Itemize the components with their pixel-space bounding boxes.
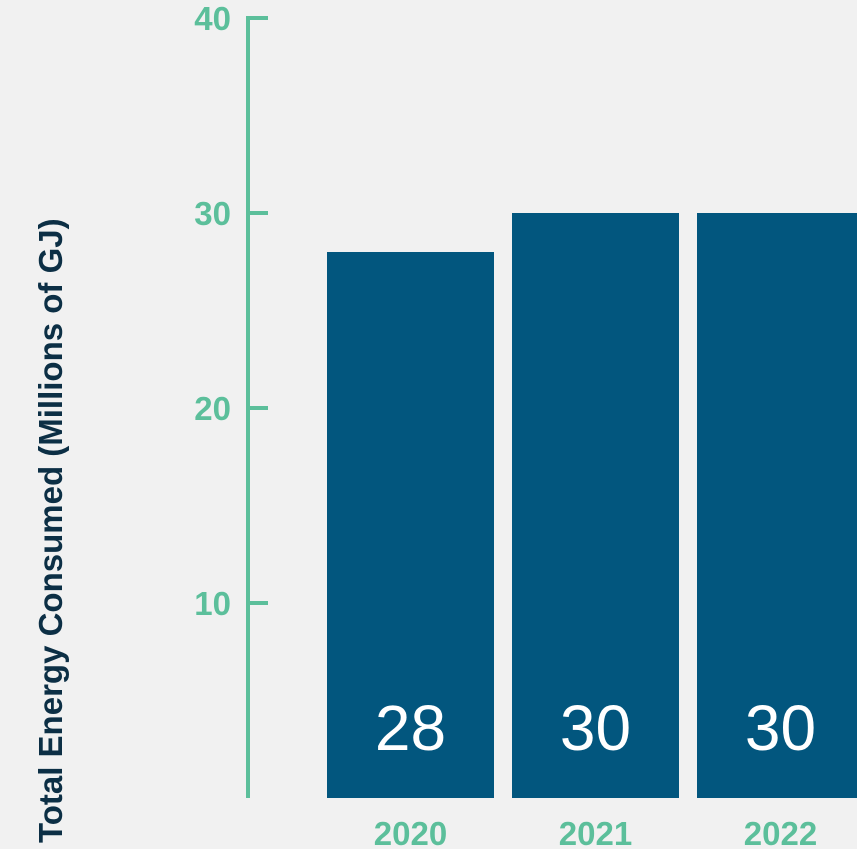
y-tick-label: 20 [194, 390, 231, 427]
x-tick-label: 2022 [744, 815, 817, 849]
x-axis-labels: 2020 2021 2022 [374, 815, 817, 849]
y-axis-ticks: 10 20 30 40 [194, 0, 268, 622]
bar-2020 [327, 252, 494, 798]
y-axis-label: Total Energy Consumed (Millions of GJ) [32, 218, 69, 843]
bar-2022 [697, 213, 857, 798]
y-tick-label: 40 [194, 0, 231, 37]
y-tick-label: 30 [194, 195, 231, 232]
x-tick-label: 2020 [374, 815, 447, 849]
bar-2021 [512, 213, 679, 798]
bars: 28 30 30 [327, 213, 857, 798]
bar-value-label: 30 [560, 692, 631, 764]
x-tick-label: 2021 [559, 815, 632, 849]
bar-value-label: 28 [375, 692, 446, 764]
bar-value-label: 30 [745, 692, 816, 764]
y-tick-label: 10 [194, 585, 231, 622]
